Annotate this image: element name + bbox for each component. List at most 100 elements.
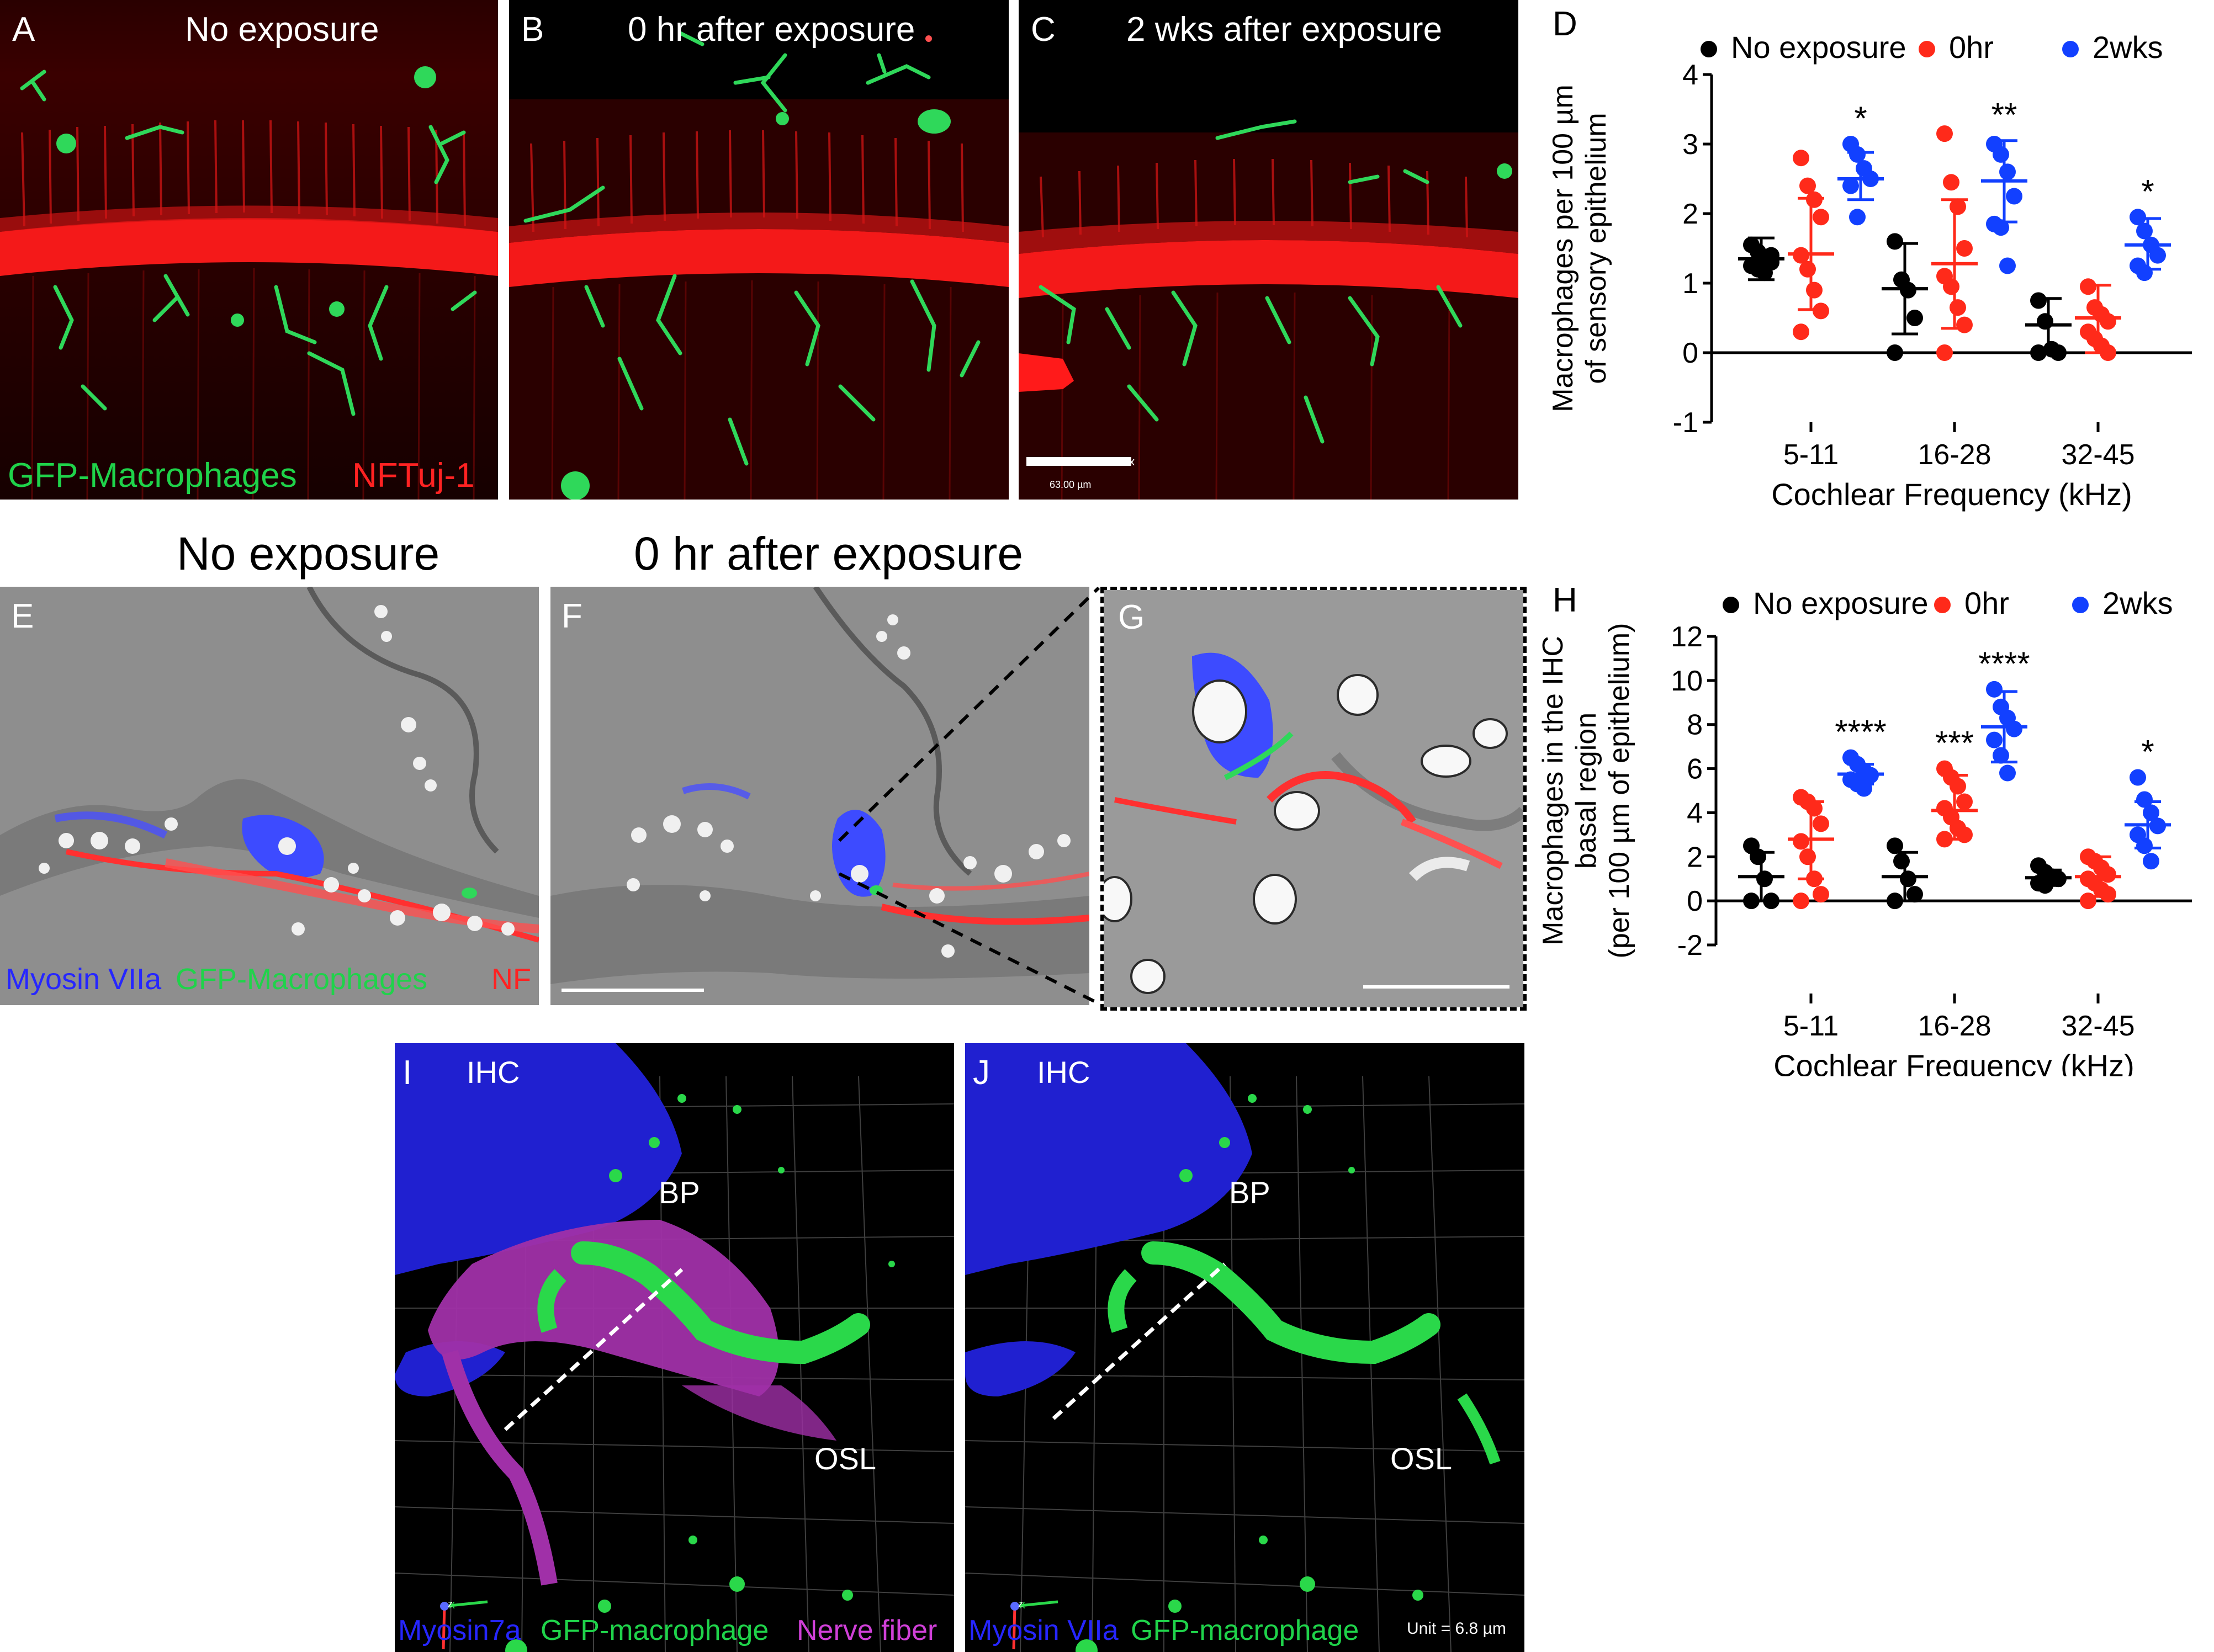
x-tick-label: 16-28 — [1918, 1010, 1991, 1042]
panel-j-bp-label: BP — [1229, 1175, 1270, 1210]
panel-c-micrograph — [1019, 0, 1518, 500]
panel-i-caption-gfp: GFP-macrophage — [541, 1614, 769, 1646]
data-point-2wks — [1986, 681, 2003, 698]
panel-j-caption-myosin: Myosin VIIa — [968, 1614, 1119, 1646]
panel-a-title: No exposure — [185, 10, 379, 49]
panel-a-caption-gfp: GFP-Macrophages — [8, 456, 297, 495]
panel-j-ihc-label: IHC — [1037, 1055, 1090, 1090]
x-tick-label: 32-45 — [2062, 1010, 2135, 1042]
y-tick-label: 0 — [1682, 337, 1698, 369]
panel-g-micrograph — [1104, 590, 1523, 1007]
panel-i-image: I IHC BP OSL x z Myosin7a GFP-macrophage… — [395, 1043, 954, 1652]
data-point-0hr — [1813, 886, 1829, 903]
panel-j-axis-z: z — [1018, 1598, 1023, 1609]
panel-g-image: G — [1100, 587, 1527, 1011]
data-point-2wks — [2130, 769, 2146, 786]
data-point-no-exposure — [1893, 853, 1910, 870]
data-point-2wks — [1993, 219, 2009, 236]
data-point-0hr — [1813, 209, 1829, 226]
panel-letter-j: J — [973, 1054, 990, 1092]
panel-a-image: A No exposure GFP-Macrophages NFTuj-1 — [0, 0, 498, 500]
legend-marker — [1701, 41, 1717, 57]
data-point-0hr — [1799, 848, 1816, 865]
y-tick-label: 3 — [1682, 129, 1698, 161]
panel-c-image: C 2 wks after exposure 63.00 µm x — [1019, 0, 1518, 500]
x-tick-label: 16-28 — [1918, 439, 1991, 471]
panel-j-unit-label: Unit = 6.8 µm — [1407, 1619, 1506, 1638]
scale-bar-label: 63.00 µm — [1050, 479, 1092, 490]
panel-letter-e: E — [11, 597, 34, 635]
data-point-0hr — [1956, 826, 1973, 843]
legend-marker — [2062, 41, 2079, 57]
y-tick-label: 4 — [1687, 797, 1703, 829]
data-point-no-exposure — [2050, 344, 2067, 361]
legend-label: 2wks — [2093, 30, 2163, 65]
data-point-2wks — [1999, 257, 2016, 274]
legend-label: 2wks — [2102, 586, 2173, 620]
significance-label: * — [1854, 100, 1867, 137]
legend-label: No exposure — [1731, 30, 1906, 65]
y-tick-label: 6 — [1687, 753, 1703, 785]
y-axis-title-line: basal region — [1570, 713, 1602, 869]
panel-e-caption-gfp: GFP-Macrophages — [176, 963, 428, 996]
panel-j-axis-x: x — [1019, 1597, 1025, 1611]
data-point-0hr — [1943, 174, 1959, 191]
y-axis-title-line: of sensory epithelium — [1580, 113, 1612, 384]
data-point-no-exposure — [1750, 848, 1766, 865]
x-tick-label: 5-11 — [1783, 439, 1839, 471]
y-tick-label: -2 — [1677, 929, 1703, 962]
data-point-0hr — [1950, 299, 1966, 316]
x-axis-title: Cochlear Frequency (kHz) — [1773, 1048, 2134, 1076]
significance-label: *** — [1935, 725, 1974, 762]
y-tick-label: -1 — [1673, 407, 1698, 439]
legend-marker — [1934, 597, 1951, 613]
row2-title-left: No exposure — [177, 528, 440, 580]
panel-f-micrograph — [550, 587, 1089, 1005]
data-point-2wks — [1993, 146, 2009, 163]
data-point-0hr — [1936, 125, 1953, 142]
data-point-2wks — [1842, 177, 1859, 194]
scale-bar — [1026, 457, 1131, 466]
data-point-0hr — [1950, 778, 1966, 795]
data-point-0hr — [1943, 278, 1959, 295]
y-tick-label: 10 — [1671, 665, 1703, 697]
data-point-2wks — [2006, 188, 2022, 205]
legend-marker — [1919, 41, 1935, 57]
data-point-no-exposure — [1900, 870, 1916, 888]
data-point-0hr — [2100, 886, 2116, 903]
panel-letter-i: I — [402, 1054, 412, 1092]
x-tick-label: 5-11 — [1783, 1010, 1839, 1042]
legend-marker — [2072, 597, 2089, 613]
panel-e-micrograph — [0, 587, 539, 1005]
data-point-2wks — [1849, 209, 1866, 226]
data-point-no-exposure — [1906, 886, 1923, 903]
data-point-0hr — [1793, 833, 1809, 850]
data-point-0hr — [2080, 893, 2096, 910]
panel-letter-h: H — [1553, 581, 1577, 619]
data-point-0hr — [1956, 793, 1973, 810]
data-point-0hr — [1813, 302, 1829, 320]
y-tick-label: 8 — [1687, 709, 1703, 741]
panel-e-caption-nf: NF — [491, 963, 531, 996]
panel-letter-c: C — [1031, 10, 1056, 49]
y-tick-label: 0 — [1687, 885, 1703, 917]
panel-letter-d: D — [1553, 5, 1577, 43]
data-point-0hr — [1799, 261, 1816, 278]
data-point-0hr — [1806, 281, 1823, 299]
panel-i-osl-label: OSL — [814, 1441, 877, 1476]
data-point-no-exposure — [1887, 344, 1903, 361]
data-point-2wks — [1986, 731, 2003, 748]
y-tick-label: 12 — [1671, 621, 1703, 653]
data-point-no-exposure — [1887, 837, 1903, 854]
y-axis-title-line: (per 100 µm of epithelium) — [1603, 623, 1635, 958]
panel-j-caption-gfp: GFP-macrophage — [1131, 1614, 1359, 1646]
significance-label: **** — [1978, 645, 2030, 682]
panel-e-caption-myosin: Myosin VIIa — [6, 963, 162, 996]
data-point-no-exposure — [2037, 313, 2053, 330]
data-point-no-exposure — [1756, 870, 1773, 888]
panel-i-ihc-label: IHC — [467, 1055, 520, 1090]
data-point-0hr — [1956, 316, 1973, 333]
data-point-2wks — [2149, 247, 2166, 264]
panel-b-title: 0 hr after exposure — [628, 10, 915, 49]
data-point-2wks — [1999, 163, 2016, 180]
